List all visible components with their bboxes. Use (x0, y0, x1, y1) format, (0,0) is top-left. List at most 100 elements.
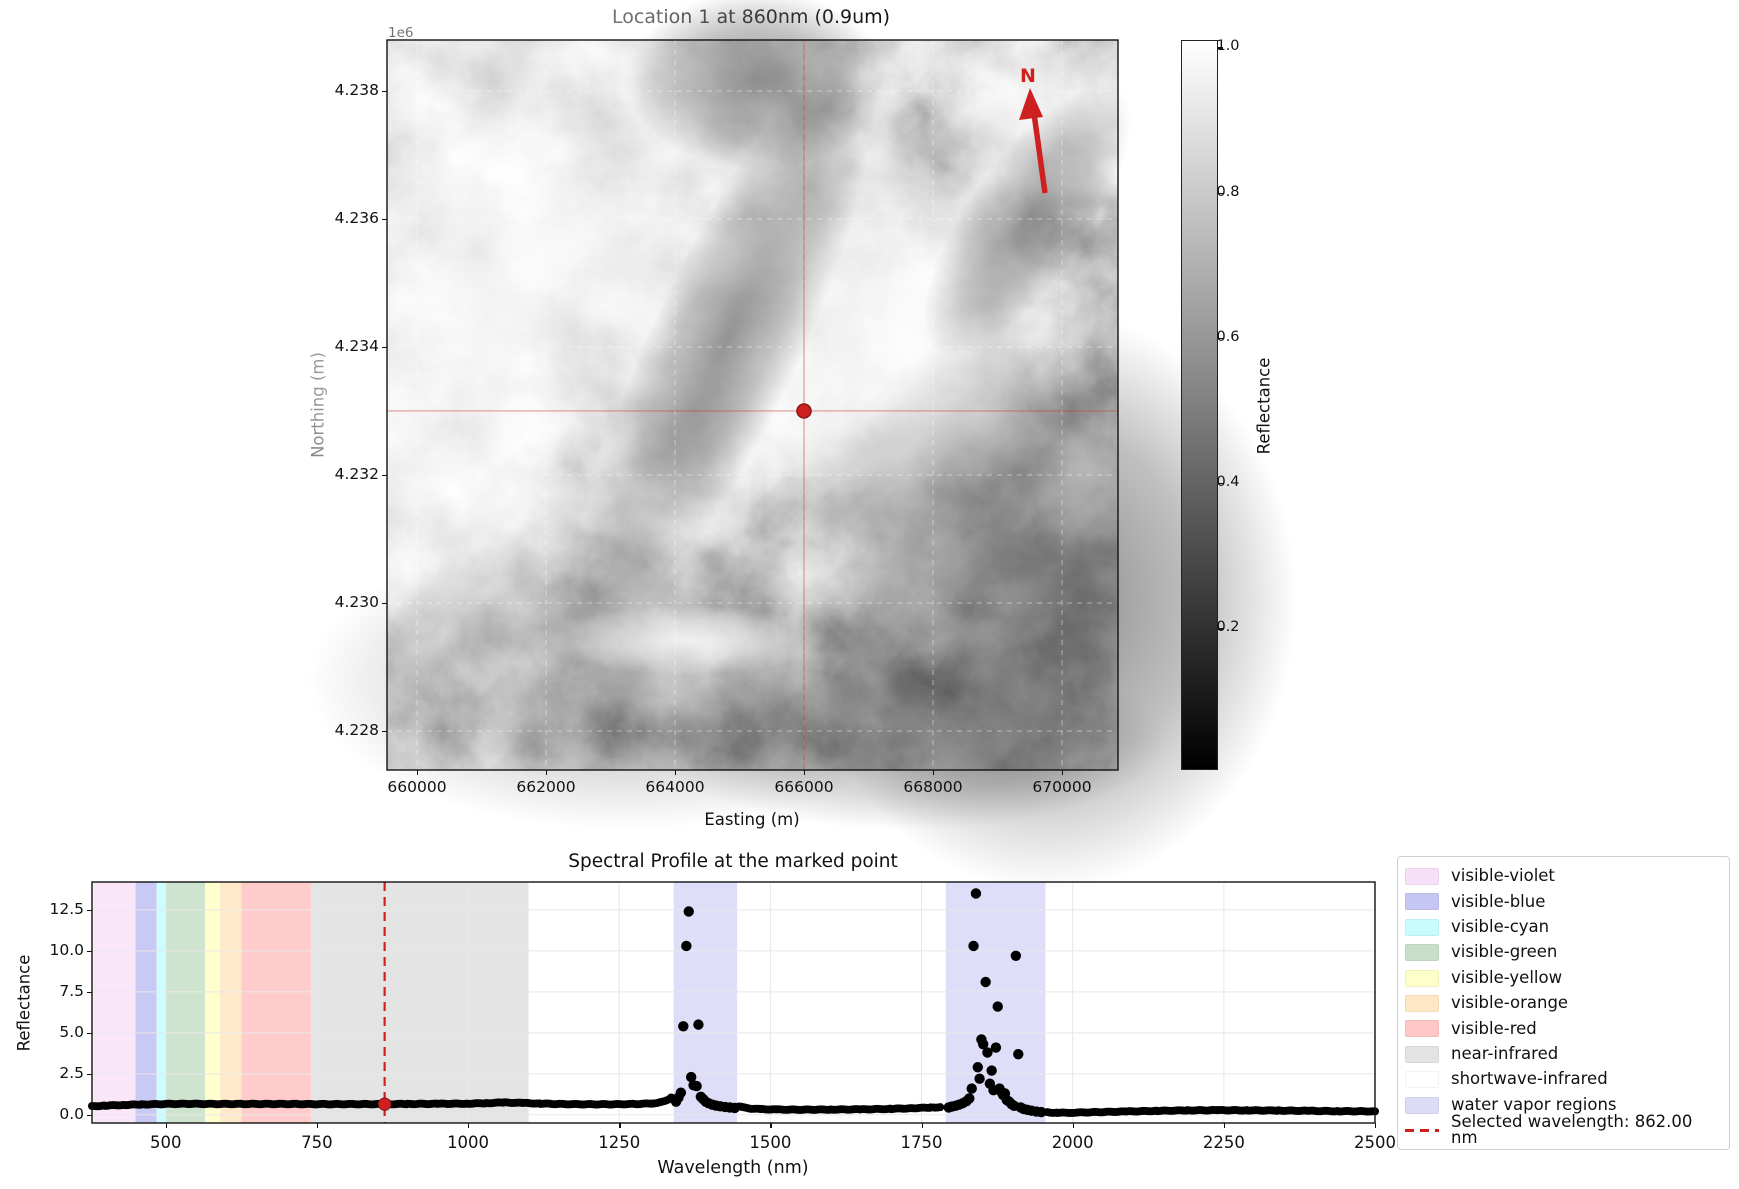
spectral-x-tick: 750 (301, 1133, 333, 1152)
tick-mark (87, 950, 92, 953)
tick-mark (933, 770, 935, 775)
map-panel: N (97, 0, 1297, 890)
tick-mark (382, 90, 387, 93)
spectrum-continuum-points (88, 1093, 1379, 1118)
tick-mark (1218, 337, 1223, 340)
tick-mark (165, 1123, 168, 1128)
colorbar-tick: 0.4 (1216, 474, 1240, 491)
legend-color-swatch (1405, 893, 1439, 911)
map-y-tick: 4.232 (334, 464, 379, 483)
spectral-x-tick: 2250 (1202, 1133, 1245, 1152)
legend-item-label: visible-violet (1451, 866, 1555, 886)
legend-item-label: Selected wavelength: 862.00 nm (1451, 1111, 1693, 1148)
wavelength-region-bands (93, 882, 1046, 1123)
legend-color-swatch (1405, 1071, 1439, 1089)
map-x-tick: 668000 (903, 778, 963, 796)
water-vapor-scatter-points (670, 888, 1047, 1118)
spectral-x-tick: 2500 (1354, 1133, 1396, 1152)
legend-item-visible-orange: visible-orange (1405, 991, 1719, 1016)
spectral-title: Spectral Profile at the marked point (568, 851, 898, 872)
tick-mark (619, 1123, 621, 1128)
spectral-x-tick: 2000 (1051, 1133, 1094, 1152)
legend-color-swatch (1405, 969, 1439, 987)
legend-item-shortwave-infrared: shortwave-infrared (1405, 1067, 1719, 1092)
north-arrow: N (1019, 65, 1048, 194)
spectral-x-tick: 500 (150, 1133, 182, 1152)
map-canvas[interactable]: N (97, 0, 1297, 890)
tick-mark (1218, 47, 1223, 49)
tick-mark (1218, 628, 1223, 630)
colorbar (1181, 40, 1218, 770)
spectral-x-tick: 1500 (749, 1133, 792, 1152)
map-y-tick: 4.236 (334, 208, 379, 227)
legend-color-swatch (1405, 1096, 1439, 1114)
tick-mark (416, 770, 419, 775)
tick-mark (1218, 483, 1223, 485)
legend-item-near-infrared: near-infrared (1405, 1042, 1719, 1067)
spectral-y-tick: 12.5 (49, 899, 84, 918)
colorbar-tick: 1.0 (1216, 38, 1240, 55)
tick-mark (675, 770, 677, 775)
spectral-legend: visible-violet visible-blue visible-cyan vi… (1397, 856, 1730, 1150)
map-x-tick: 664000 (645, 778, 705, 796)
map-y-tick: 4.230 (334, 592, 379, 611)
spectral-x-tick: 1250 (598, 1133, 641, 1152)
tick-mark (804, 770, 806, 775)
map-y-tick: 4.228 (334, 720, 379, 739)
legend-item-visible-violet: visible-violet (1405, 864, 1719, 889)
map-y-tick: 4.234 (334, 336, 379, 355)
spectral-y-tick: 7.5 (59, 981, 84, 1000)
spectral-y-tick: 5.0 (59, 1022, 84, 1041)
spectral-y-tick: 0.0 (59, 1104, 84, 1123)
legend-item-label: near-infrared (1451, 1043, 1559, 1063)
colorbar-label: Reflectance (1254, 357, 1274, 455)
legend-item-visible-yellow: visible-yellow (1405, 966, 1719, 991)
map-x-tick: 670000 (1032, 778, 1092, 796)
spectral-canvas[interactable] (88, 881, 1379, 1124)
legend-color-swatch (1405, 1045, 1439, 1063)
map-x-tick: 666000 (774, 778, 834, 796)
legend-color-swatch (1405, 1020, 1439, 1038)
legend-item-selected-wavelength-862-00-nm: Selected wavelength: 862.00 nm (1405, 1113, 1719, 1146)
map-marked-point[interactable] (796, 403, 812, 419)
legend-color-swatch (1405, 994, 1439, 1012)
map-y-tick: 4.238 (334, 80, 379, 99)
legend-item-visible-blue: visible-blue (1405, 889, 1719, 914)
map-border (386, 39, 1119, 771)
tick-mark (87, 1114, 92, 1117)
map-x-tick: 660000 (387, 778, 447, 796)
legend-item-label: water vapor regions (1451, 1094, 1617, 1114)
legend-item-label: visible-red (1451, 1018, 1537, 1038)
tick-mark (87, 1073, 92, 1076)
legend-item-visible-green: visible-green (1405, 940, 1719, 965)
legend-item-label: visible-yellow (1451, 967, 1563, 987)
colorbar-tick: 0.6 (1216, 328, 1240, 345)
selected-wavelength-point[interactable] (377, 1097, 392, 1111)
tick-mark (316, 1123, 319, 1128)
reflectance-image (97, 0, 1297, 890)
tick-mark (1072, 1123, 1074, 1128)
tick-mark (545, 770, 548, 775)
tick-mark (468, 1123, 470, 1128)
map-x-tick: 662000 (516, 778, 576, 796)
tick-mark (87, 909, 92, 912)
legend-item-visible-cyan: visible-cyan (1405, 915, 1719, 940)
colorbar-tick: 0.8 (1216, 183, 1240, 200)
legend-item-water-vapor-regions: water vapor regions (1405, 1093, 1719, 1118)
legend-item-label: visible-orange (1451, 993, 1569, 1013)
tick-mark (87, 1032, 92, 1035)
spectral-x-axis-label: Wavelength (nm) (657, 1158, 809, 1178)
tick-mark (1218, 192, 1223, 194)
spectral-x-tick: 1750 (900, 1133, 943, 1152)
legend-color-swatch (1405, 918, 1439, 936)
legend-item-label: shortwave-infrared (1451, 1069, 1608, 1089)
spectral-x-tick: 1000 (447, 1133, 490, 1152)
tick-mark (1062, 770, 1064, 775)
tick-mark (1375, 1123, 1377, 1128)
legend-item-label: visible-green (1451, 942, 1558, 962)
legend-item-label: visible-blue (1451, 891, 1546, 911)
tick-mark (87, 991, 92, 994)
colorbar-tick: 0.2 (1216, 619, 1240, 636)
legend-item-visible-red: visible-red (1405, 1016, 1719, 1041)
